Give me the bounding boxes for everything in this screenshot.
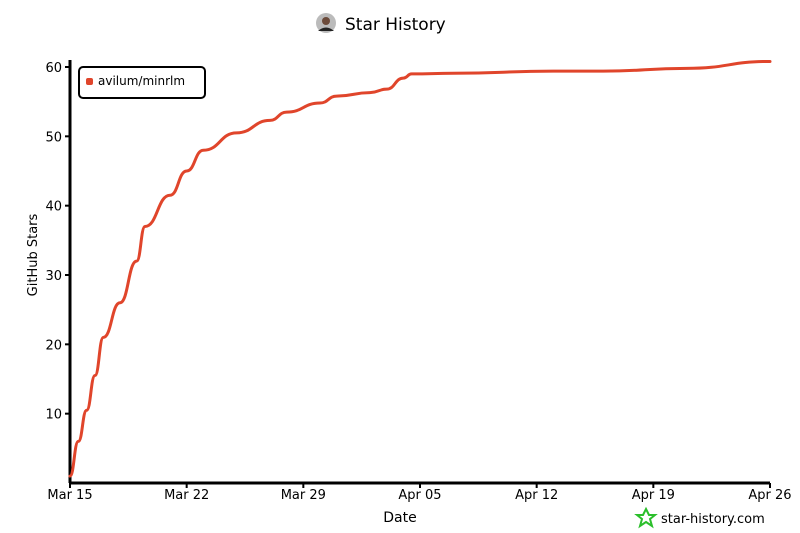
series-line (68, 59, 772, 478)
legend-box (78, 66, 206, 99)
legend-swatch (86, 78, 93, 85)
watermark: star-history.com (634, 506, 765, 529)
x-tick-label: Apr 12 (515, 488, 558, 503)
x-tick-label: Mar 15 (47, 488, 92, 503)
x-tick-label: Apr 05 (398, 488, 441, 503)
legend: avilum/minrlm (78, 66, 206, 99)
x-tick-label: Mar 29 (281, 488, 326, 503)
y-tick-label: 60 (45, 61, 62, 76)
chart-title: Star History (316, 13, 446, 35)
y-axis-label: GitHub Stars (26, 213, 41, 296)
axes: 10 20 30 40 50 60 Mar 15 Mar 22 Mar 29 Apr 05 Apr … (45, 60, 792, 503)
series-lines (68, 59, 772, 478)
x-tick-label: Apr 26 (748, 488, 791, 503)
watermark-text: star-history.com (661, 512, 765, 527)
x-axis-label: Date (383, 510, 416, 526)
y-tick-label: 50 (45, 130, 62, 145)
y-tick-label: 40 (45, 200, 62, 215)
avatar-face (322, 17, 330, 25)
y-tick-label: 20 (45, 338, 62, 353)
y-tick-label: 10 (45, 408, 62, 423)
y-tick-label: 30 (45, 269, 62, 284)
avatar-shirt (318, 27, 334, 31)
legend-label: avilum/minrlm (98, 74, 185, 88)
x-tick-label: Apr 19 (632, 488, 675, 503)
x-tick-label: Mar 22 (164, 488, 209, 503)
title-text: Star History (345, 15, 446, 35)
star-logo-icon (634, 506, 658, 529)
